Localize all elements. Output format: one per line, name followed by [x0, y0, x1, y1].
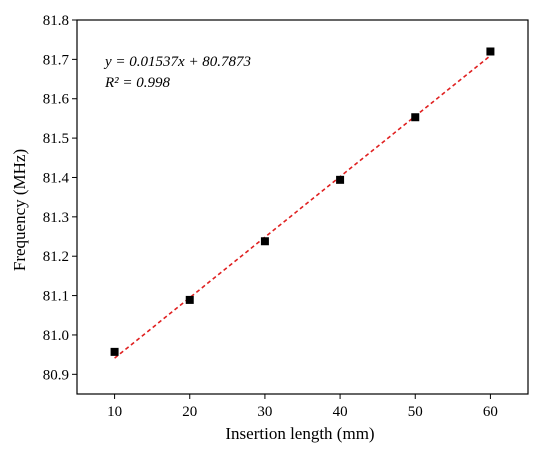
y-tick-label: 81.5: [43, 131, 69, 147]
fit-line: [114, 55, 491, 359]
data-points: [110, 47, 495, 356]
plot-frame: [76, 19, 529, 395]
y-tick-label: 81.8: [43, 13, 69, 29]
x-tick-label: 20: [182, 404, 197, 420]
y-tick-label: 81.3: [43, 210, 69, 226]
data-point: [260, 237, 269, 246]
y-tick-label: 81.2: [43, 249, 69, 265]
x-tick-label: 30: [257, 404, 272, 420]
plot-border: [76, 19, 529, 395]
x-axis-label: Insertion length (mm): [225, 424, 374, 443]
y-axis-ticks: 80.9 81.0 81.1 81.2 81.3 81.4 81.5 81.6 81.7 81.8: [43, 13, 77, 383]
data-point: [486, 47, 495, 56]
x-tick-label: 40: [333, 404, 348, 420]
x-tick-label: 10: [107, 404, 122, 420]
fit-line-layer: [114, 55, 491, 359]
data-point: [336, 175, 345, 184]
x-axis-ticks: 10 20 30 40 50 60: [107, 394, 498, 420]
data-point: [110, 347, 119, 356]
x-tick-label: 60: [483, 404, 498, 420]
y-tick-label: 81.4: [43, 170, 70, 186]
y-tick-label: 80.9: [43, 367, 69, 383]
r-squared-label: R² = 0.998: [104, 75, 171, 91]
data-point: [411, 113, 420, 122]
fit-equation-label: y = 0.01537x + 80.7873: [103, 54, 251, 70]
y-tick-label: 81.7: [43, 52, 70, 68]
y-tick-label: 81.1: [43, 289, 69, 305]
x-tick-label: 50: [408, 404, 423, 420]
y-axis-label: Frequency (MHz): [10, 149, 29, 271]
data-point: [185, 295, 194, 304]
y-tick-label: 81.0: [43, 328, 69, 344]
y-tick-label: 81.6: [43, 92, 70, 108]
